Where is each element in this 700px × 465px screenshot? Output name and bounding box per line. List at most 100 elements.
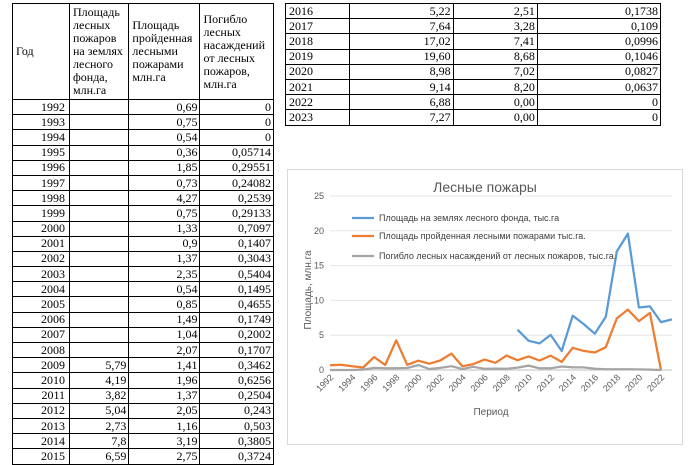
- cell-burned-area: 8,68: [452, 48, 538, 65]
- cell-year: 2005: [12, 296, 70, 313]
- cell-fund-area: [68, 311, 130, 328]
- cell-lost-stands: 0,29551: [199, 159, 274, 176]
- cell-year: 2011: [12, 387, 70, 404]
- cell-fund-area: [68, 341, 130, 359]
- table-row: 2007 1,04 0,2002: [12, 326, 274, 344]
- cell-year: 1996: [12, 159, 70, 176]
- cell-fund-area: [68, 266, 130, 283]
- cell-lost-stands: 0,1738: [536, 2, 662, 20]
- cell-fund-area: 5,79: [68, 357, 130, 374]
- legend-label-3: Погибло лесных насаждений от лесных пожа…: [379, 251, 616, 261]
- x-tick-label: 2006: [469, 372, 490, 393]
- cell-burned-area: 0,36: [128, 144, 201, 161]
- cell-fund-area: 2,73: [68, 417, 130, 435]
- table-row: 1995 0,36 0,05714: [12, 144, 274, 161]
- cell-lost-stands: 0: [199, 129, 274, 146]
- cell-year: 2017: [285, 18, 350, 35]
- cell-lost-stands: 0,5404: [199, 266, 274, 283]
- y-tick-label: 25: [314, 191, 324, 201]
- cell-burned-area: 0,9: [128, 235, 201, 252]
- table-row: 2015 6,59 2,75 0,3724: [12, 448, 274, 465]
- cell-lost-stands: 0,1749: [199, 311, 274, 328]
- header-fund-area: Площадь лесных пожаров на землях лесного…: [68, 3, 130, 100]
- cell-burned-area: 2,07: [128, 341, 201, 359]
- y-tick-label: 20: [314, 226, 324, 236]
- x-tick-label: 2008: [491, 372, 512, 393]
- cell-year: 1999: [12, 205, 70, 222]
- cell-fund-area: [68, 250, 130, 268]
- cell-year: 2015: [12, 448, 70, 465]
- cell-burned-area: 1,16: [128, 417, 201, 435]
- table-row: 1992 0,69 0: [12, 98, 274, 116]
- cell-burned-area: 1,37: [128, 250, 201, 268]
- cell-fund-area: [68, 159, 130, 176]
- cell-fund-area: [68, 235, 130, 252]
- cell-year: 2023: [285, 109, 350, 126]
- cell-burned-area: 0,75: [128, 205, 201, 222]
- table-row: 2010 4,19 1,96 0,6256: [12, 372, 274, 389]
- cell-burned-area: 0,54: [128, 129, 201, 146]
- cell-burned-area: 0,69: [128, 98, 201, 116]
- x-tick-label: 1996: [358, 372, 379, 393]
- cell-burned-area: 1,49: [128, 311, 201, 328]
- cell-fund-area: 19,60: [349, 48, 454, 65]
- cell-lost-stands: 0,2504: [199, 387, 274, 404]
- table-row: 2019 19,60 8,68 0,1046: [285, 48, 662, 65]
- cell-fund-area: 7,64: [349, 18, 454, 35]
- cell-fund-area: [68, 129, 130, 146]
- table-row: 2021 9,14 8,20 0,0637: [285, 78, 662, 96]
- cell-lost-stands: 0,1495: [199, 281, 274, 298]
- cell-burned-area: 2,35: [128, 266, 201, 283]
- cell-burned-area: 7,02: [452, 63, 538, 80]
- cell-year: 2018: [285, 33, 350, 50]
- series-line-2: [329, 308, 663, 371]
- table-row: 2006 1,49 0,1749: [12, 311, 274, 328]
- legend-label-1: Площадь на землях лесного фонда, тыс.га: [379, 213, 559, 223]
- cell-burned-area: 4,27: [128, 190, 201, 207]
- cell-burned-area: 3,28: [452, 18, 538, 35]
- header-lost-stands-text: Погибло лесных насаждений от лесных пожа…: [203, 11, 266, 91]
- table-row: 2008 2,07 0,1707: [12, 341, 274, 359]
- cell-year: 2009: [12, 357, 70, 374]
- y-tick-label: 10: [314, 295, 324, 305]
- cell-fund-area: 6,88: [349, 94, 454, 111]
- cell-burned-area: 0,73: [128, 174, 201, 192]
- x-axis-label: Период: [473, 407, 508, 418]
- cell-lost-stands: 0,4655: [199, 296, 274, 313]
- cell-lost-stands: 0,109: [536, 18, 662, 35]
- cell-fund-area: 5,04: [68, 402, 130, 419]
- cell-burned-area: 0,85: [128, 296, 201, 313]
- cell-lost-stands: 0,0827: [536, 63, 662, 80]
- cell-lost-stands: 0,7097: [199, 220, 274, 237]
- cell-fund-area: [68, 205, 130, 222]
- cell-fund-area: [68, 220, 130, 237]
- y-tick-label: 0: [319, 365, 324, 375]
- cell-burned-area: 8,20: [452, 78, 538, 96]
- table-row: 1997 0,73 0,24082: [12, 174, 274, 192]
- y-tick-label: 15: [314, 261, 324, 271]
- cell-burned-area: 0,75: [128, 114, 201, 131]
- cell-year: 1993: [12, 114, 70, 131]
- table-row: 2016 5,22 2,51 0,1738: [285, 2, 662, 20]
- cell-fund-area: [68, 296, 130, 313]
- table-row: 2001 0,9 0,1407: [12, 235, 274, 252]
- cell-year: 1992: [12, 98, 70, 116]
- table-row: 1996 1,85 0,29551: [12, 159, 274, 176]
- cell-year: 2012: [12, 402, 70, 419]
- cell-lost-stands: 0: [199, 114, 274, 131]
- cell-lost-stands: 0,3724: [199, 448, 274, 465]
- cell-burned-area: 1,04: [128, 326, 201, 344]
- table-row: 2000 1,33 0,7097: [12, 220, 274, 237]
- cell-burned-area: 3,19: [128, 433, 201, 450]
- cell-burned-area: 2,05: [128, 402, 201, 419]
- table-row: 2020 8,98 7,02 0,0827: [285, 63, 662, 80]
- cell-lost-stands: 0,3805: [199, 433, 274, 450]
- cell-lost-stands: 0: [536, 109, 662, 126]
- cell-year: 2007: [12, 326, 70, 344]
- x-tick-label: 2002: [425, 372, 446, 393]
- cell-burned-area: 1,85: [128, 159, 201, 176]
- cell-year: 2016: [285, 2, 350, 20]
- x-tick-label: 1998: [380, 372, 401, 393]
- table-row: 2002 1,37 0,3043: [12, 250, 274, 268]
